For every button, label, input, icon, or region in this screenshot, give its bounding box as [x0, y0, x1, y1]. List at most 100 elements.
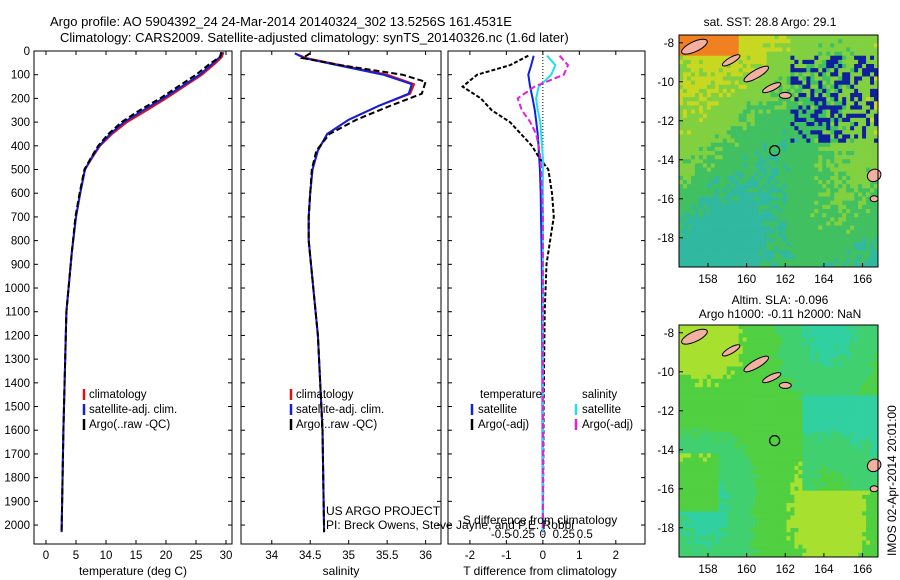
map-cell: [786, 117, 791, 123]
map-cell: [738, 337, 743, 342]
map-cell: [746, 55, 751, 61]
map-cell: [706, 250, 712, 255]
map-cell: [778, 432, 783, 438]
map-cell: [702, 337, 708, 342]
map-cell: [734, 213, 739, 218]
map-cell: [778, 345, 783, 351]
map-cell: [686, 35, 692, 40]
map-cell: [770, 130, 775, 135]
map-cell: [738, 109, 743, 115]
map-cell: [822, 370, 827, 376]
map-cell: [822, 478, 827, 483]
map-cell: [730, 465, 736, 471]
map-cell: [730, 362, 736, 367]
map-cell: [810, 246, 815, 251]
map-cell: [786, 254, 791, 260]
map-cell: [798, 43, 803, 48]
map-cell: [842, 59, 847, 65]
map-cell: [794, 180, 799, 185]
map-cell: [742, 474, 747, 479]
map-cell: [742, 171, 747, 177]
map-cell: [758, 113, 763, 119]
map-cell: [814, 159, 819, 164]
map-cell: [838, 51, 843, 57]
map-cell: [806, 474, 811, 479]
map-cell: [698, 97, 704, 102]
map-cell: [834, 374, 839, 380]
map-cell: [698, 84, 704, 90]
map-cell: [870, 366, 875, 371]
map-cell: [782, 126, 787, 131]
map-cell: [874, 246, 879, 251]
map-cell: [690, 51, 696, 57]
map-cell: [818, 55, 823, 61]
map-cell: [770, 403, 775, 409]
map-cell: [754, 449, 759, 454]
map-cell: [718, 416, 724, 421]
map-cell: [746, 80, 751, 86]
map-cell: [679, 329, 684, 334]
map-cell: [874, 163, 879, 168]
map-cell: [842, 109, 847, 115]
map-cell: [722, 378, 728, 384]
map-cell: [766, 72, 771, 77]
map-cell: [854, 192, 859, 197]
map-cell: [762, 113, 767, 119]
map-cell: [866, 196, 871, 202]
map-cell: [778, 374, 783, 380]
map-cell: [822, 68, 827, 73]
map-cell: [798, 403, 803, 409]
map-cell: [818, 105, 823, 110]
map-cell: [854, 217, 859, 222]
map-cell: [798, 126, 803, 131]
map-cell: [742, 478, 747, 483]
map-cell: [682, 354, 688, 359]
map-cell: [738, 97, 743, 102]
map-cell: [870, 374, 875, 380]
map-cell: [810, 399, 815, 405]
map-cell: [806, 64, 811, 69]
map-cell: [722, 254, 728, 260]
map-cell: [714, 362, 720, 367]
map-cell: [714, 151, 720, 156]
map-cell: [838, 101, 843, 106]
map-cell: [854, 457, 859, 463]
map-cell: [778, 246, 783, 251]
map-cell: [826, 109, 831, 115]
map-cell: [682, 138, 688, 144]
map-cell: [782, 130, 787, 135]
map-cell: [694, 242, 700, 247]
map-cell: [838, 76, 843, 81]
y-tick-label: 600: [11, 188, 30, 200]
map-cell: [718, 105, 724, 110]
map-cell: [830, 113, 835, 119]
map-cell: [818, 159, 823, 164]
map-cell: [874, 407, 879, 413]
map-cell: [718, 420, 724, 425]
map-cell: [714, 109, 720, 115]
map-cell: [798, 59, 803, 65]
map-cell: [742, 254, 747, 260]
map-cell: [738, 474, 743, 479]
map-cell: [782, 432, 787, 438]
map-cell: [846, 221, 851, 226]
map-cell: [706, 101, 712, 106]
map-cell: [842, 113, 847, 119]
map-cell: [694, 370, 700, 376]
map-cell: [842, 465, 847, 471]
map-cell: [726, 229, 732, 235]
map-cell: [874, 258, 879, 264]
map-cell: [702, 105, 708, 110]
map-cell: [682, 155, 688, 160]
map-cell: [854, 399, 859, 405]
map-cell: [794, 250, 799, 255]
map-cell: [690, 242, 696, 247]
map-cell: [874, 180, 879, 185]
map-cell: [738, 370, 743, 376]
map-cell: [778, 391, 783, 396]
map-cell: [778, 122, 783, 127]
map-cell: [762, 474, 767, 479]
map-cell: [738, 134, 743, 139]
map-cell: [814, 445, 819, 450]
map-cell: [742, 200, 747, 206]
